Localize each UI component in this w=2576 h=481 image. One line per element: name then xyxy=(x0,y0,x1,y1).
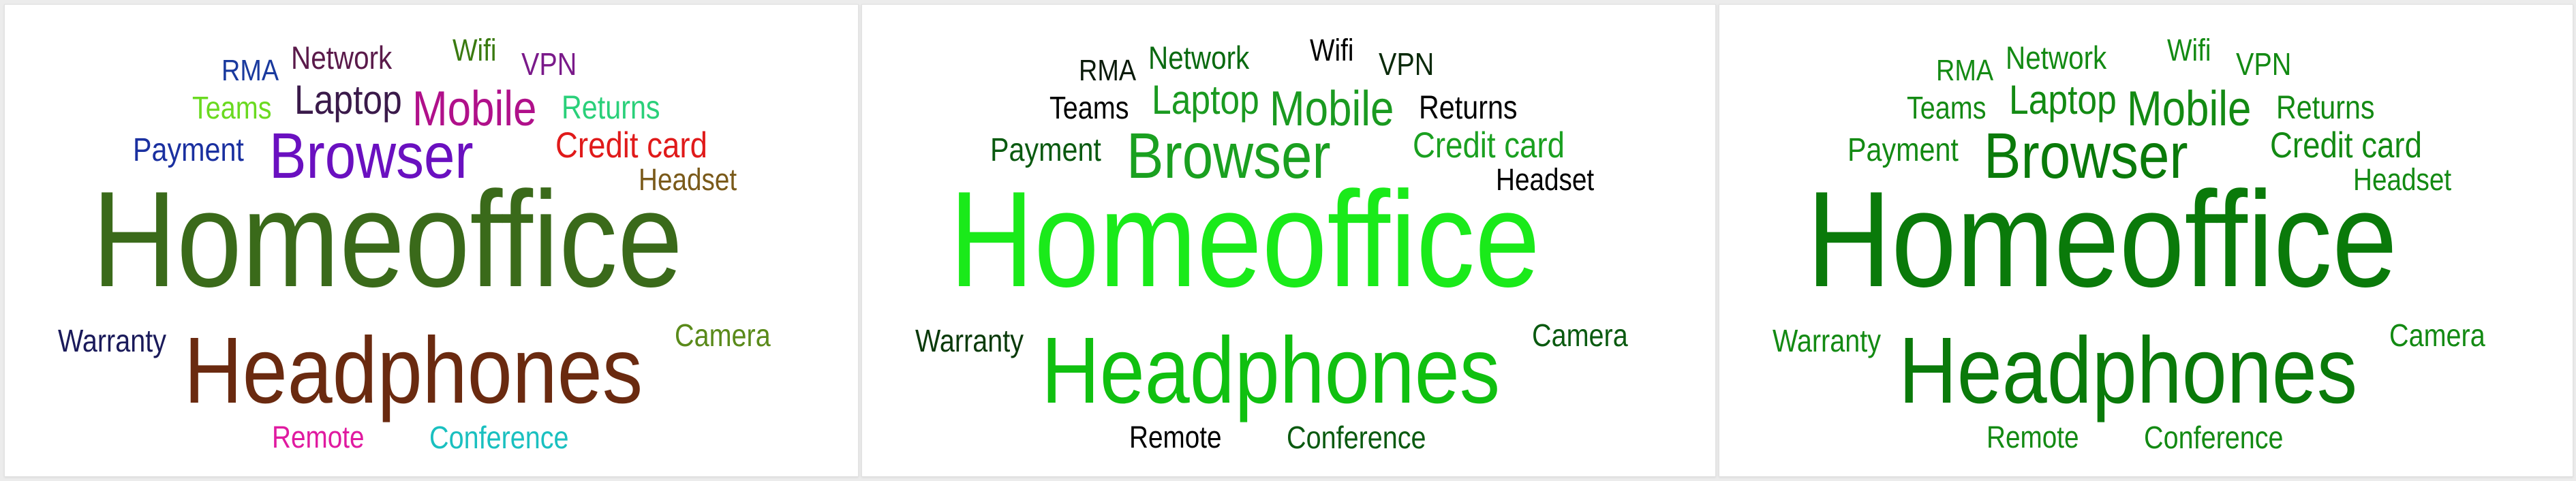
word-rma: RMA xyxy=(1936,54,1994,87)
word-rma: RMA xyxy=(221,54,279,87)
word-remote: Remote xyxy=(272,420,365,454)
word-mobile: Mobile xyxy=(412,82,537,136)
word-warranty: Warranty xyxy=(1773,323,1882,358)
word-mobile: Mobile xyxy=(2127,82,2252,136)
word-homeoffice: Homeoffice xyxy=(949,164,1540,315)
word-cloud-panel-2: RMA Network Wifi VPN Teams Laptop Mobile… xyxy=(861,4,1716,477)
word-teams: Teams xyxy=(192,90,272,125)
word-browser: Browser xyxy=(1126,120,1331,192)
word-credit-card: Credit card xyxy=(2270,125,2422,166)
word-conference: Conference xyxy=(429,420,569,455)
word-teams: Teams xyxy=(1907,90,1987,125)
word-vpn: VPN xyxy=(521,46,577,82)
word-headphones: Headphones xyxy=(1899,318,2358,423)
word-headset: Headset xyxy=(1496,162,1595,197)
word-wifi: Wifi xyxy=(1310,33,1354,67)
word-cloud-panel-3: RMA Network Wifi VPN Teams Laptop Mobile… xyxy=(1719,4,2573,477)
word-credit-card: Credit card xyxy=(555,125,707,166)
word-headset: Headset xyxy=(2353,162,2452,197)
word-payment: Payment xyxy=(133,132,244,168)
word-warranty: Warranty xyxy=(58,323,167,358)
word-mobile: Mobile xyxy=(1270,82,1394,136)
word-laptop: Laptop xyxy=(294,77,402,123)
word-camera: Camera xyxy=(1532,317,1628,353)
word-network: Network xyxy=(1148,40,1250,76)
word-laptop: Laptop xyxy=(1152,77,1259,123)
word-network: Network xyxy=(291,40,393,76)
word-credit-card: Credit card xyxy=(1413,125,1565,166)
word-remote: Remote xyxy=(1129,420,1222,454)
word-returns: Returns xyxy=(562,90,660,126)
word-homeoffice: Homeoffice xyxy=(92,164,683,315)
word-headset: Headset xyxy=(639,162,737,197)
word-cloud-panel-1: RMA Network Wifi VPN Teams Laptop Mobile… xyxy=(4,4,859,477)
word-headphones: Headphones xyxy=(184,318,643,423)
word-laptop: Laptop xyxy=(2009,77,2117,123)
word-browser: Browser xyxy=(269,120,474,192)
word-vpn: VPN xyxy=(1379,46,1435,82)
word-vpn: VPN xyxy=(2236,46,2292,82)
word-headphones: Headphones xyxy=(1041,318,1501,423)
word-remote: Remote xyxy=(1987,420,2079,454)
word-camera: Camera xyxy=(2389,317,2485,353)
word-conference: Conference xyxy=(2144,420,2284,455)
word-camera: Camera xyxy=(675,317,771,353)
word-warranty: Warranty xyxy=(915,323,1024,358)
word-rma: RMA xyxy=(1079,54,1137,87)
word-payment: Payment xyxy=(990,132,1101,168)
word-wifi: Wifi xyxy=(453,33,497,67)
word-wifi: Wifi xyxy=(2167,33,2211,67)
word-homeoffice: Homeoffice xyxy=(1807,164,2397,315)
word-returns: Returns xyxy=(1419,90,1518,126)
word-conference: Conference xyxy=(1287,420,1426,455)
word-returns: Returns xyxy=(2276,90,2375,126)
word-payment: Payment xyxy=(1847,132,1959,168)
word-browser: Browser xyxy=(1984,120,2188,192)
word-teams: Teams xyxy=(1049,90,1129,125)
word-network: Network xyxy=(2006,40,2107,76)
